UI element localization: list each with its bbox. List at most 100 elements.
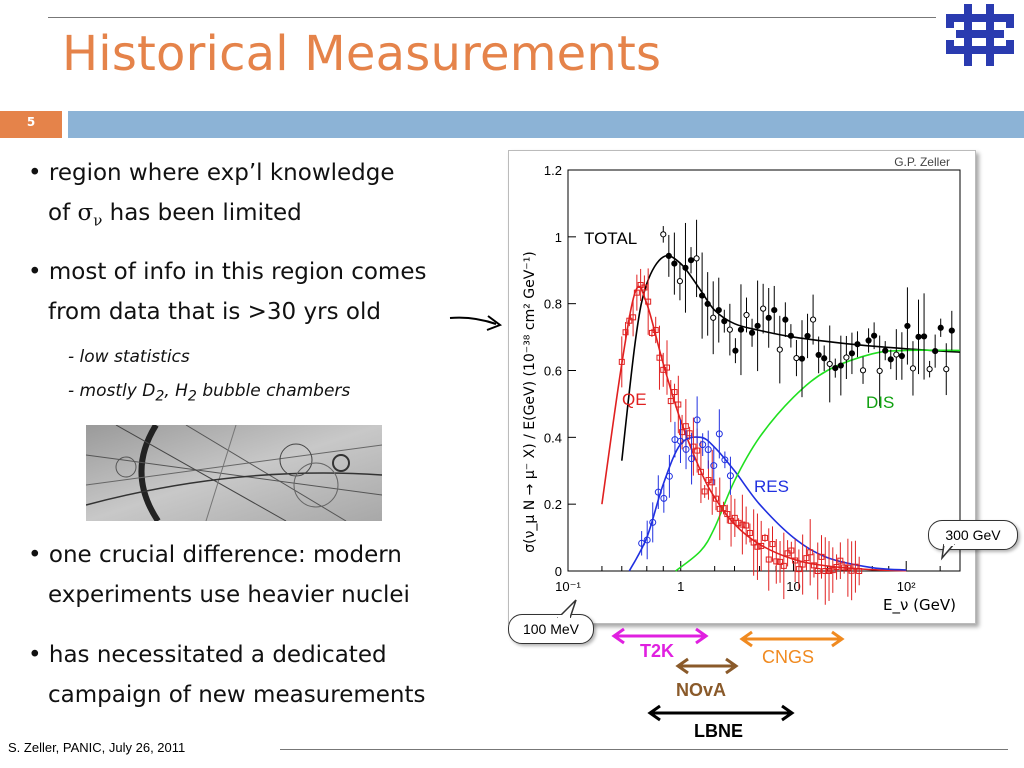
qe-point <box>671 389 678 396</box>
qe-point <box>829 567 836 574</box>
res-point <box>704 446 712 454</box>
res-point <box>660 494 668 502</box>
total-point <box>882 347 889 354</box>
qe-point <box>841 564 848 571</box>
x-tick-label: 1 <box>677 579 684 594</box>
x-tick-label: 10 <box>786 579 800 594</box>
qe-point <box>724 511 731 518</box>
total-point <box>687 257 695 264</box>
qe-point <box>807 549 814 556</box>
qe-point <box>777 558 784 565</box>
qe-point <box>750 539 757 546</box>
res-point <box>710 462 718 470</box>
t2k-range-arrow <box>611 627 709 645</box>
res-point <box>726 472 734 480</box>
qe-point <box>799 561 806 568</box>
bubble-chamber-photo <box>86 425 382 521</box>
fermilab-logo-icon <box>946 4 1014 66</box>
qe-point <box>641 284 648 291</box>
res-point <box>682 445 690 453</box>
cngs-label: CNGS <box>762 647 815 667</box>
total-point <box>660 231 667 238</box>
qe-point <box>675 401 682 408</box>
qe-point <box>739 521 746 528</box>
bullet-3-line-2: experiments use heavier nuclei <box>48 582 410 608</box>
chart-author: G.P. Zeller <box>894 155 950 169</box>
res-point <box>688 455 696 463</box>
callout-300-gev: 300 GeV <box>928 520 1018 550</box>
total-point <box>665 252 672 259</box>
res-point <box>643 536 651 544</box>
qe-point <box>701 488 708 495</box>
total-point <box>782 316 789 323</box>
total-point <box>843 354 850 361</box>
total-point <box>826 360 833 368</box>
total-point <box>915 333 922 340</box>
cngs-range-arrow <box>739 630 845 648</box>
total-point <box>948 327 955 334</box>
qe-point <box>622 329 629 336</box>
total-point <box>787 332 794 339</box>
res-point <box>665 472 673 480</box>
label-res: RES <box>754 477 789 496</box>
sub-bullet-low-statistics: - low statistics <box>68 347 190 367</box>
total-point <box>743 311 750 319</box>
qe-point <box>795 566 802 573</box>
callout-100-mev-tail <box>556 599 577 618</box>
total-point <box>798 355 806 362</box>
lbne-range-arrow <box>647 704 795 722</box>
qe-point <box>664 364 671 371</box>
total-point <box>865 337 872 344</box>
qe-point <box>626 317 633 324</box>
bullet-4-line-1: • has necessitated a dedicated <box>28 642 387 668</box>
total-point <box>821 355 828 362</box>
total-point <box>804 332 811 340</box>
total-point <box>710 314 717 321</box>
qe-point <box>833 564 840 571</box>
qe-point <box>837 557 844 564</box>
label-qe: QE <box>622 390 647 409</box>
y-tick-label: 1 <box>555 230 562 245</box>
total-point <box>893 351 900 358</box>
qe-point <box>630 314 637 321</box>
curve-dis <box>675 349 961 572</box>
qe-point <box>792 557 799 564</box>
total-point <box>926 366 933 373</box>
header-bar <box>68 111 1024 138</box>
qe-point <box>758 542 765 549</box>
x-axis-label: E_ν (GeV) <box>883 596 956 615</box>
total-point <box>859 367 867 374</box>
qe-point <box>633 289 640 296</box>
qe-point <box>679 429 686 436</box>
curve-res <box>628 436 907 572</box>
qe-point <box>769 541 776 548</box>
qe-point <box>773 558 780 565</box>
qe-point <box>803 555 810 562</box>
qe-point <box>743 522 750 529</box>
total-point <box>887 356 894 363</box>
cross-section-chart: G.P. Zeller 00.20.40.60.811.210⁻¹ 1 10 10² … <box>522 155 961 615</box>
qe-point <box>720 505 727 512</box>
total-point <box>682 264 689 271</box>
qe-point <box>690 443 697 450</box>
y-tick-label: 0.6 <box>544 364 562 379</box>
qe-point <box>746 529 753 536</box>
x-tick-label: 10² <box>897 579 916 594</box>
total-point <box>726 326 733 333</box>
qe-point <box>697 468 704 475</box>
label-dis: DIS <box>866 393 894 412</box>
res-point <box>654 488 662 496</box>
total-point <box>920 333 928 340</box>
total-point <box>754 322 761 329</box>
qe-point <box>618 358 625 365</box>
qe-point <box>765 556 772 563</box>
qe-point <box>848 567 855 574</box>
total-point <box>760 305 767 312</box>
qe-point <box>694 447 701 454</box>
total-point <box>793 354 800 362</box>
qe-point <box>645 298 652 305</box>
res-point <box>638 539 646 547</box>
total-point <box>671 260 678 267</box>
total-point <box>732 347 739 354</box>
curve-total <box>621 254 961 461</box>
